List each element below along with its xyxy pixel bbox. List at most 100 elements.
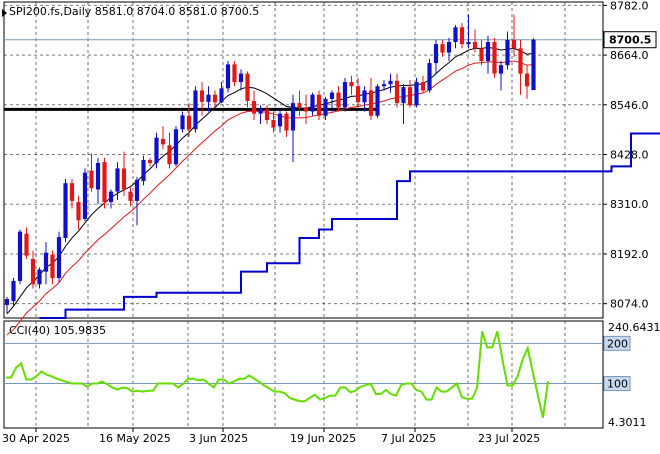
time-tick-label: 16 May 2025 bbox=[99, 432, 171, 445]
candle-up bbox=[362, 90, 366, 102]
candle-up bbox=[219, 88, 223, 102]
candle-up bbox=[499, 65, 503, 73]
candle-up bbox=[115, 168, 119, 191]
candle-down bbox=[440, 44, 444, 52]
time-tick-label: 23 Jul 2025 bbox=[478, 432, 540, 445]
candle-down bbox=[70, 183, 74, 201]
candle-down bbox=[336, 93, 340, 108]
candle-down bbox=[232, 64, 236, 82]
candle-up bbox=[505, 40, 509, 65]
candle-down bbox=[76, 202, 80, 220]
price-tick-label: 8074.0 bbox=[610, 298, 649, 311]
price-tick-label: 8782.0 bbox=[610, 0, 649, 12]
candle-up bbox=[154, 138, 158, 163]
candle-up bbox=[96, 163, 100, 190]
price-tick-label: 8310.0 bbox=[610, 198, 649, 211]
candle-up bbox=[135, 180, 139, 201]
price-tick-label: 8428.0 bbox=[610, 149, 649, 162]
candle-up bbox=[18, 232, 22, 281]
candle-up bbox=[388, 81, 392, 84]
candle-up bbox=[330, 93, 334, 99]
candle-down bbox=[200, 90, 204, 101]
candle-up bbox=[5, 299, 9, 305]
candle-down bbox=[512, 40, 516, 48]
candle-down bbox=[50, 255, 54, 278]
cci-tick-label: 240.6431 bbox=[608, 321, 660, 334]
candle-up bbox=[174, 129, 178, 164]
candle-down bbox=[128, 192, 132, 201]
candle-down bbox=[102, 162, 106, 202]
candle-down bbox=[187, 116, 191, 129]
candle-up bbox=[57, 237, 61, 278]
candle-down bbox=[245, 74, 249, 101]
candle-up bbox=[434, 44, 438, 63]
current-price-label: 8700.5 bbox=[609, 34, 651, 47]
candle-up bbox=[343, 82, 347, 107]
candle-up bbox=[258, 109, 262, 113]
candle-down bbox=[31, 259, 35, 284]
candle-down bbox=[460, 27, 464, 44]
candle-down bbox=[271, 120, 275, 128]
candle-up bbox=[382, 84, 386, 86]
cci-level-label: 200 bbox=[607, 337, 628, 350]
candle-down bbox=[349, 82, 353, 86]
candle-down bbox=[167, 145, 171, 164]
candle-up bbox=[63, 183, 67, 238]
candle-down bbox=[89, 171, 93, 189]
cci-header: CCI(40) 105.9835 bbox=[9, 324, 106, 337]
chart-header: SPI200.fs,Daily 8581.0 8704.0 8581.0 870… bbox=[9, 5, 259, 18]
candle-down bbox=[525, 74, 529, 87]
candle-up bbox=[486, 42, 490, 61]
candle-up bbox=[375, 86, 379, 115]
candle-up bbox=[180, 115, 184, 129]
candle-down bbox=[304, 107, 308, 111]
candle-down bbox=[479, 48, 483, 61]
candle-up bbox=[401, 87, 405, 103]
candle-down bbox=[265, 109, 269, 120]
candle-up bbox=[37, 270, 41, 285]
time-tick-label: 3 Jun 2025 bbox=[189, 432, 248, 445]
candle-down bbox=[148, 160, 152, 163]
candle-up bbox=[427, 63, 431, 90]
price-axis: 8782.0 8664.0 8546.0 8428.0 8310.0 8192.0 8074… bbox=[603, 0, 660, 429]
candle-down bbox=[408, 87, 412, 105]
candle-up bbox=[278, 114, 282, 127]
candle-up bbox=[44, 253, 48, 272]
candle-down bbox=[518, 48, 522, 73]
candle-down bbox=[473, 42, 477, 48]
candle-up bbox=[206, 95, 210, 102]
candle-down bbox=[356, 86, 360, 102]
candle-up bbox=[447, 42, 451, 53]
price-tick-label: 8192.0 bbox=[610, 248, 649, 261]
candle-up bbox=[193, 90, 197, 129]
candle-up bbox=[531, 40, 535, 90]
candle-up bbox=[109, 192, 113, 203]
candle-down bbox=[492, 42, 496, 74]
candle-up bbox=[141, 160, 145, 181]
candle-up bbox=[466, 42, 470, 44]
time-tick-label: 7 Jul 2025 bbox=[381, 432, 436, 445]
candle-up bbox=[239, 74, 243, 82]
candle-down bbox=[297, 103, 301, 107]
candle-down bbox=[421, 82, 425, 90]
candle-up bbox=[310, 95, 314, 112]
candle-up bbox=[291, 103, 295, 130]
candle-up bbox=[453, 27, 457, 42]
candle-down bbox=[122, 168, 126, 189]
candle-down bbox=[213, 95, 217, 103]
time-tick-label: 30 Apr 2025 bbox=[2, 432, 70, 445]
cci-plot-frame bbox=[4, 321, 603, 428]
candle-down bbox=[24, 234, 28, 256]
price-tick-label: 8546.0 bbox=[610, 99, 649, 112]
time-axis: 30 Apr 2025 16 May 2025 3 Jun 2025 19 Jun 2… bbox=[2, 428, 540, 445]
time-tick-label: 19 Jun 2025 bbox=[290, 432, 356, 445]
candle-up bbox=[414, 82, 418, 105]
candle-down bbox=[252, 101, 256, 114]
candle-up bbox=[11, 281, 15, 301]
candle-up bbox=[323, 99, 327, 116]
cci-level-label: 100 bbox=[607, 378, 628, 391]
candle-down bbox=[395, 81, 399, 103]
price-tick-label: 8664.0 bbox=[610, 49, 649, 62]
